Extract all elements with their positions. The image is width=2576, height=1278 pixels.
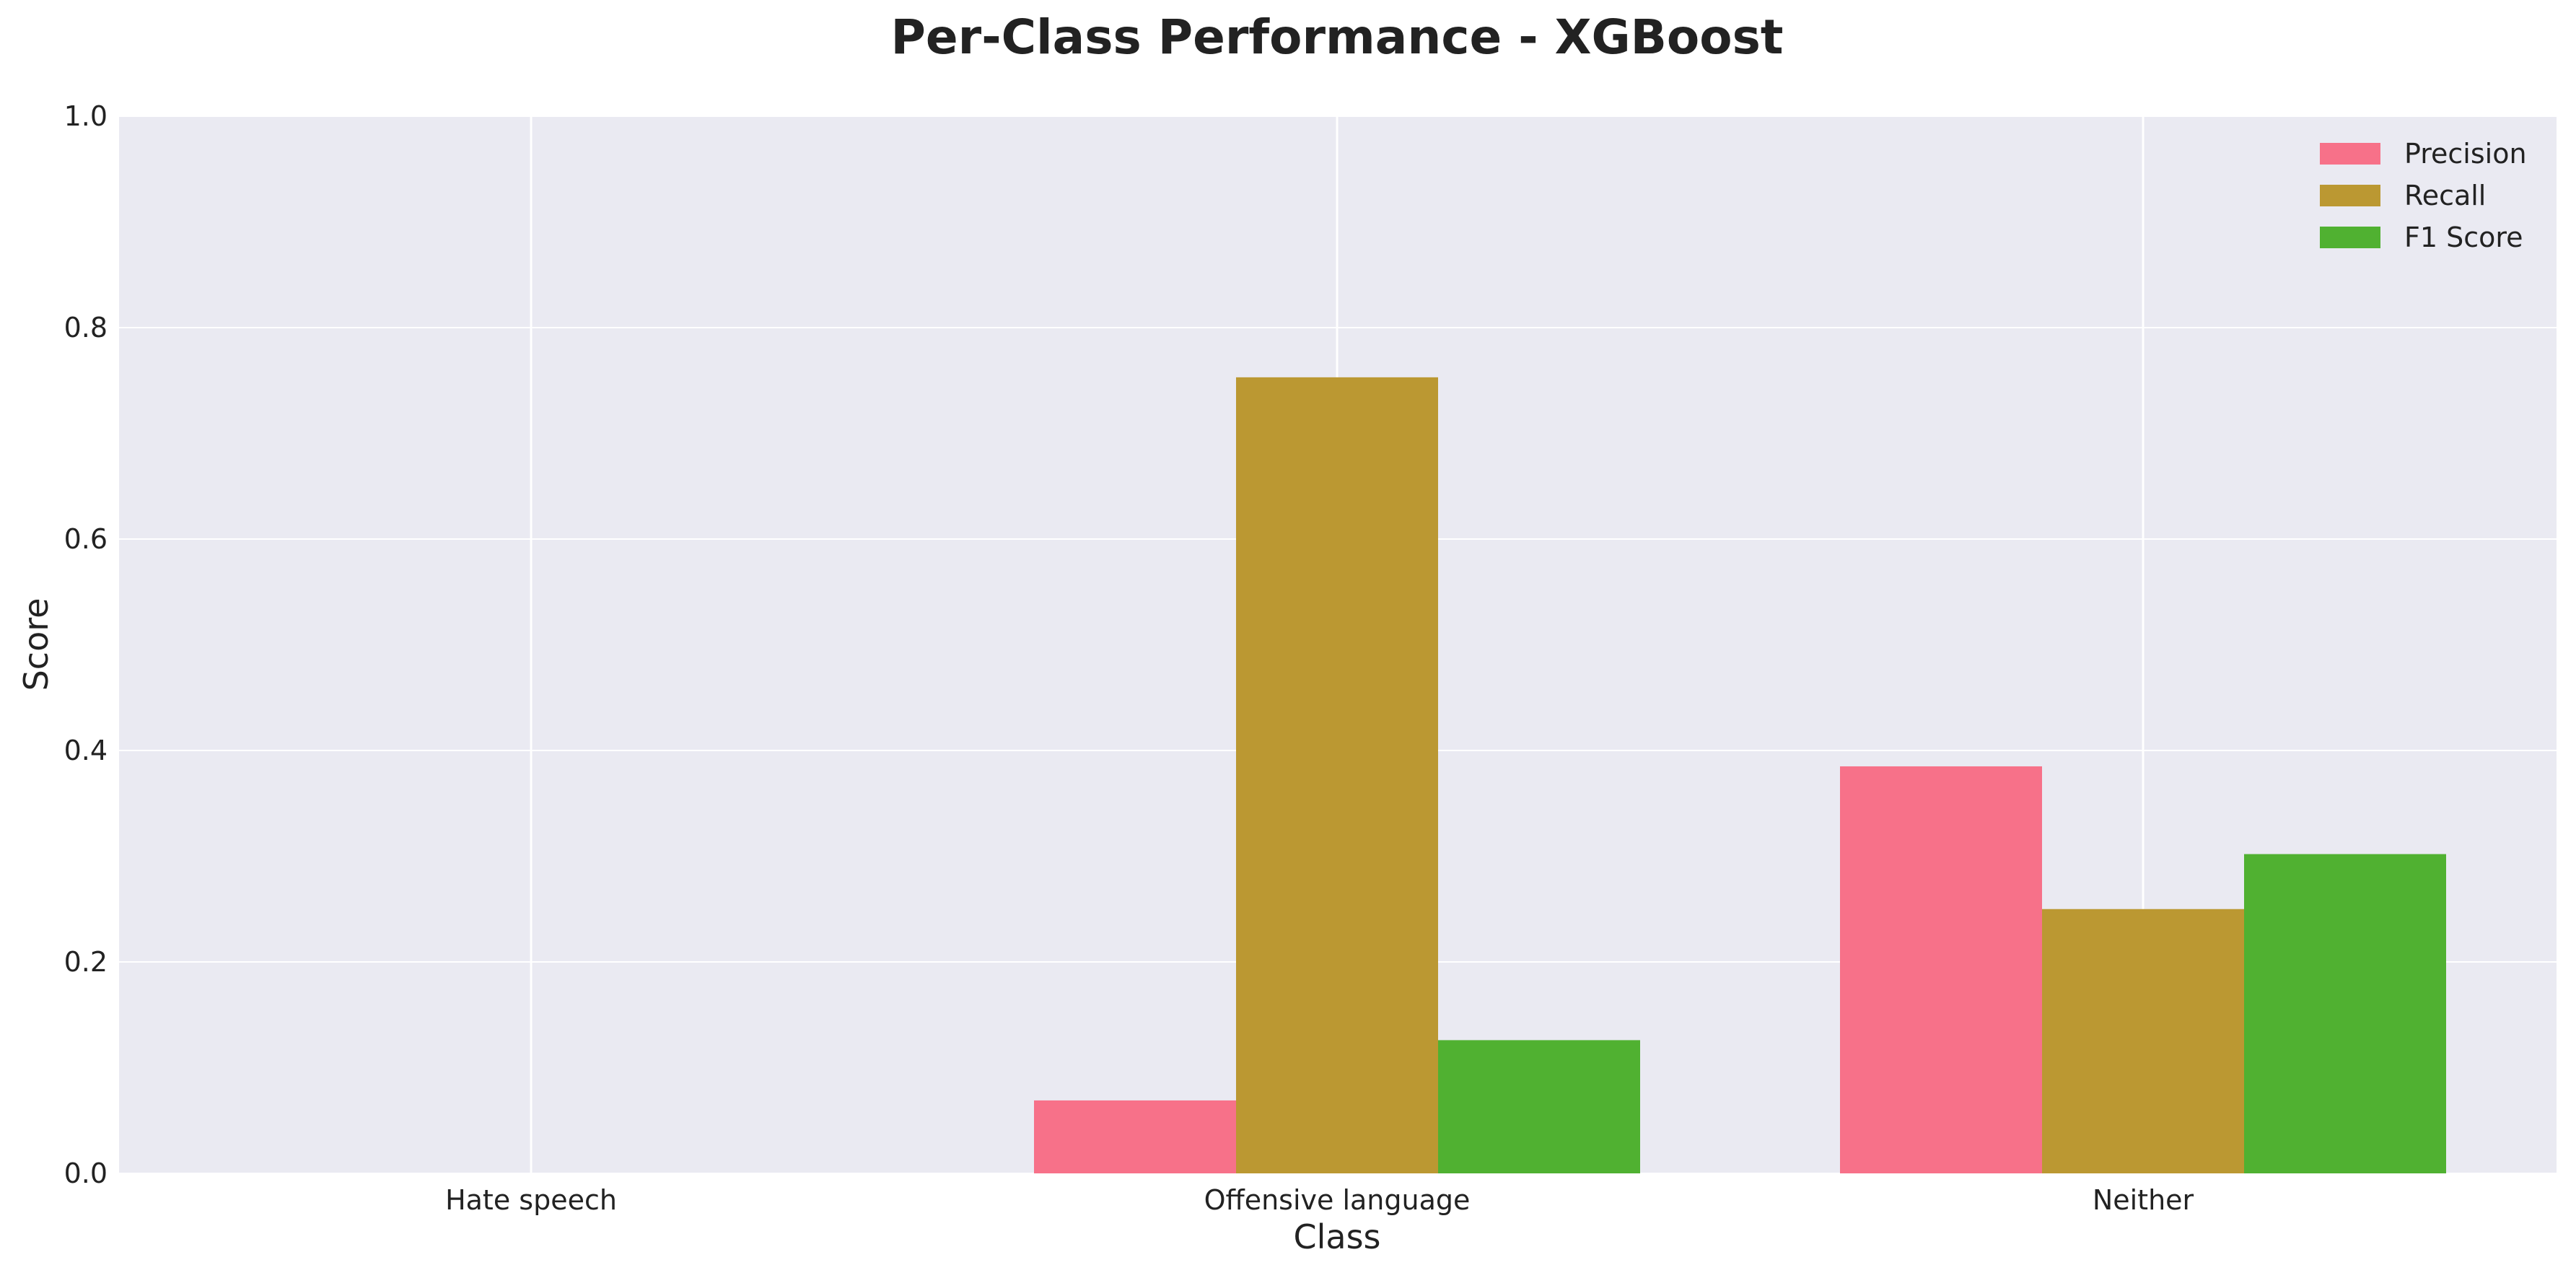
legend-swatch bbox=[2320, 185, 2380, 206]
y-tick-label: 0.4 bbox=[64, 735, 108, 766]
legend: Precision Recall F1 Score bbox=[2320, 138, 2527, 253]
y-tick-label: 0.2 bbox=[64, 946, 108, 978]
bar-recall bbox=[1236, 377, 1438, 1173]
bars bbox=[1034, 377, 2446, 1173]
y-tick-label: 1.0 bbox=[64, 100, 108, 132]
y-axis-label: Score bbox=[17, 598, 56, 691]
y-axis-ticks: 0.0 0.2 0.4 0.6 0.8 1.0 bbox=[64, 100, 108, 1189]
y-tick-label: 0.8 bbox=[64, 312, 108, 343]
legend-swatch bbox=[2320, 143, 2380, 165]
legend-label: Recall bbox=[2404, 180, 2486, 211]
bar-f1-score bbox=[1438, 1040, 1640, 1173]
legend-label: Precision bbox=[2404, 138, 2527, 170]
bar-precision bbox=[1840, 766, 2042, 1173]
bar-precision bbox=[1034, 1100, 1236, 1173]
x-axis-ticks: Hate speech Offensive language Neither bbox=[445, 1184, 2194, 1216]
bar-recall bbox=[2042, 909, 2244, 1173]
x-axis-label: Class bbox=[1293, 1217, 1380, 1256]
legend-swatch bbox=[2320, 227, 2380, 248]
x-tick-label: Neither bbox=[2093, 1184, 2194, 1216]
y-tick-label: 0.0 bbox=[64, 1157, 108, 1189]
chart-title: Per-Class Performance - XGBoost bbox=[891, 9, 1784, 65]
x-tick-label: Hate speech bbox=[445, 1184, 617, 1216]
bar-f1-score bbox=[2244, 854, 2446, 1173]
x-tick-label: Offensive language bbox=[1204, 1184, 1471, 1216]
legend-label: F1 Score bbox=[2404, 222, 2523, 253]
y-tick-label: 0.6 bbox=[64, 523, 108, 555]
